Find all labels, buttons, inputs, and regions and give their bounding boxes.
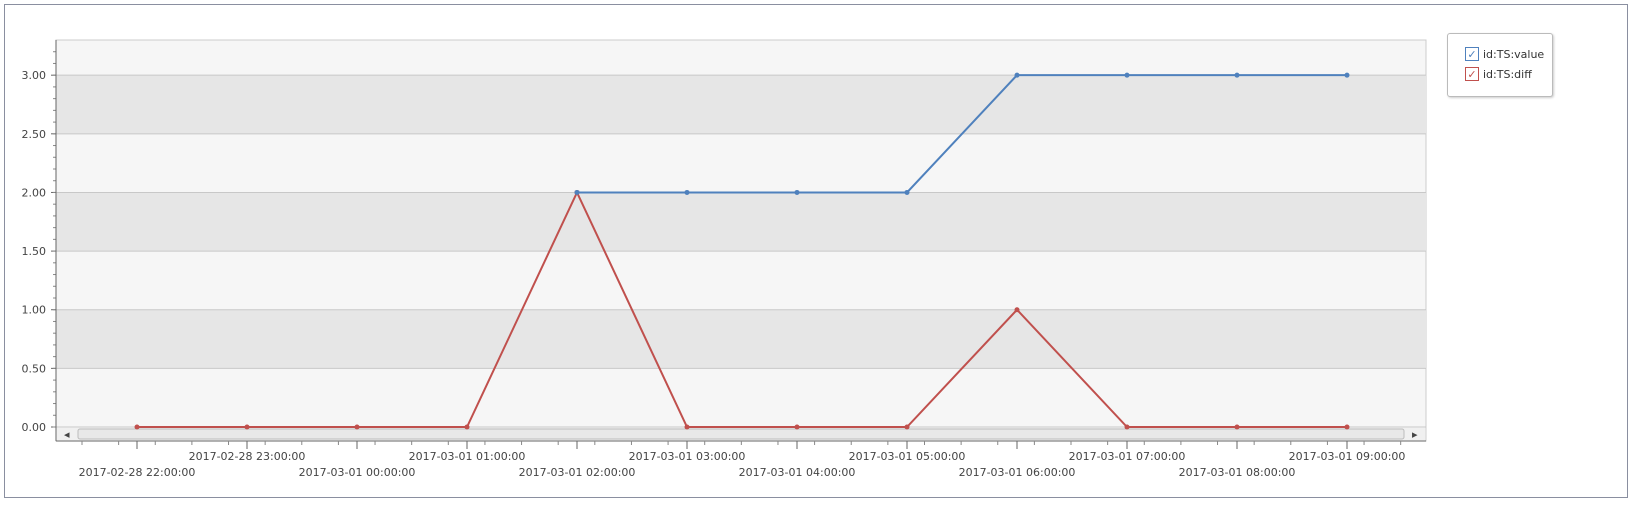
data-point: [1124, 72, 1130, 78]
y-tick-label: 2.50: [22, 128, 47, 141]
grid-band: [56, 75, 1426, 134]
y-tick-label: 1.50: [22, 245, 47, 258]
y-tick-label: 0.00: [22, 421, 47, 434]
x-tick-label: 2017-03-01 09:00:00: [1289, 450, 1406, 463]
legend-label: id:TS:diff: [1483, 67, 1532, 81]
chart-frame: 0.00 0.50 1.00 1.50 2.00 2.50 3.00 ◂ ▸ 2017-02-28…: [4, 4, 1628, 498]
data-point: [1344, 72, 1350, 78]
grid-band: [56, 192, 1426, 252]
legend-item-diff[interactable]: ✓ id:TS:diff: [1465, 66, 1532, 82]
x-tick-label: 2017-03-01 07:00:00: [1069, 450, 1186, 463]
data-point: [1014, 72, 1020, 78]
data-point: [794, 189, 800, 195]
y-tick-label: 3.00: [22, 69, 47, 82]
scroll-left-icon[interactable]: ◂: [64, 428, 70, 441]
x-tick-label: 2017-03-01 08:00:00: [1179, 466, 1296, 479]
grid-band: [56, 309, 1426, 369]
checkbox-checked-icon[interactable]: ✓: [1465, 67, 1479, 81]
series-line: [577, 74, 1347, 194]
x-tick-label: 2017-02-28 22:00:00: [79, 466, 196, 479]
data-point: [684, 189, 690, 195]
y-tick-label: 0.50: [22, 362, 47, 375]
x-tick-label: 2017-03-01 05:00:00: [849, 450, 966, 463]
data-point: [134, 424, 140, 430]
data-point: [1014, 307, 1020, 313]
series-line: [137, 190, 1347, 428]
checkbox-checked-icon[interactable]: ✓: [1465, 47, 1479, 61]
data-point: [244, 424, 250, 430]
data-point: [904, 424, 910, 430]
data-point: [794, 424, 800, 430]
y-tick-label: 1.00: [22, 304, 47, 317]
x-tick-label: 2017-03-01 00:00:00: [299, 466, 416, 479]
scrollbar-thumb[interactable]: [77, 428, 1405, 440]
x-tick-label: 2017-02-28 23:00:00: [189, 450, 306, 463]
legend: ✓ id:TS:value ✓ id:TS:diff: [1447, 33, 1553, 97]
data-point: [354, 424, 360, 430]
x-tick-label: 2017-03-01 01:00:00: [409, 450, 526, 463]
x-tick-label: 2017-03-01 03:00:00: [629, 450, 746, 463]
data-point: [684, 424, 690, 430]
x-tick-label: 2017-03-01 02:00:00: [519, 466, 636, 479]
legend-label: id:TS:value: [1483, 47, 1545, 61]
data-point: [1234, 72, 1240, 78]
x-tick-label: 2017-03-01 04:00:00: [739, 466, 856, 479]
data-point: [1344, 424, 1350, 430]
data-point: [464, 424, 470, 430]
data-point: [1234, 424, 1240, 430]
line-chart: 0.00 0.50 1.00 1.50 2.00 2.50 3.00 ◂ ▸ 2017-02-28…: [22, 39, 1427, 479]
data-point: [904, 189, 910, 195]
y-tick-label: 2.00: [22, 186, 47, 199]
x-tick-label: 2017-03-01 06:00:00: [959, 466, 1076, 479]
scroll-right-icon[interactable]: ▸: [1412, 428, 1418, 441]
legend-item-value[interactable]: ✓ id:TS:value: [1465, 46, 1544, 62]
data-point: [574, 189, 580, 195]
data-point: [1124, 424, 1130, 430]
